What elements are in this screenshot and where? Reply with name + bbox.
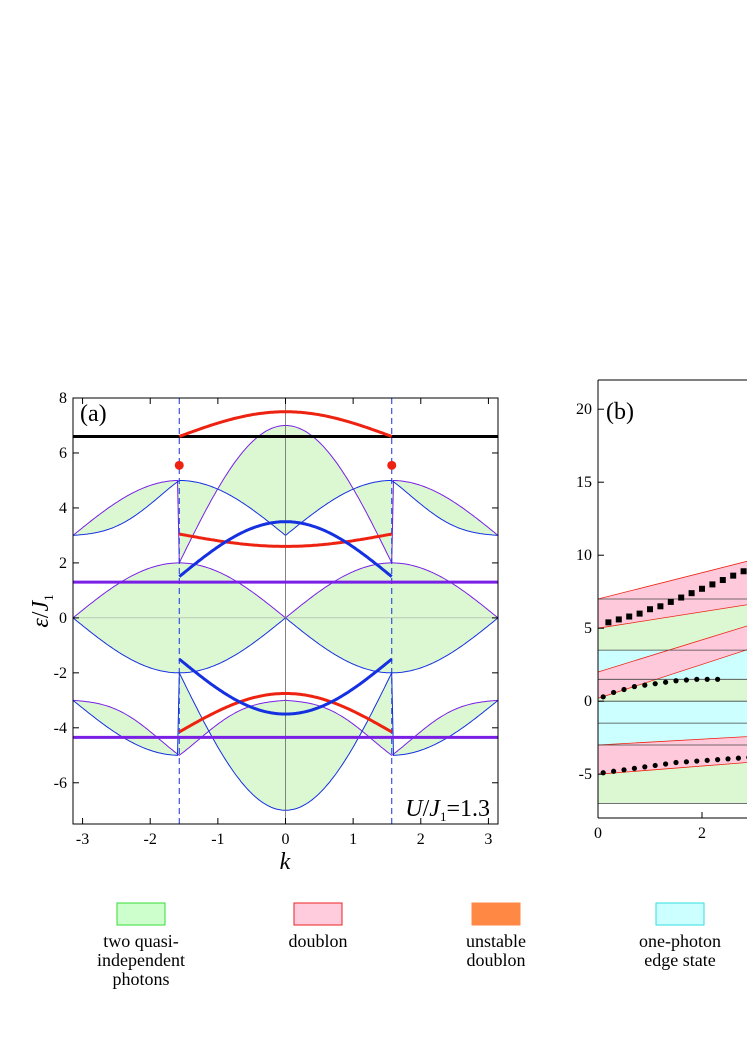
legend-label-3-line-1: edge state bbox=[644, 950, 715, 970]
a-xtick-label: 1 bbox=[349, 831, 357, 848]
panel-b: -5 0 5 10 15 20 0 2 (b) bbox=[576, 379, 747, 842]
b-square-marker bbox=[657, 603, 664, 610]
b-dot-marker bbox=[725, 756, 731, 762]
legend-label-0-line-2: photons bbox=[112, 969, 169, 989]
b-square-marker bbox=[615, 616, 622, 623]
b-ytick-label: 0 bbox=[584, 693, 592, 710]
legend-swatch-1 bbox=[293, 902, 343, 926]
legend-swatch-2 bbox=[471, 902, 521, 926]
a-ytick-label: 8 bbox=[59, 390, 67, 407]
b-dot-marker bbox=[694, 676, 700, 682]
b-square-marker bbox=[667, 598, 674, 605]
a-xtick-label: 3 bbox=[484, 831, 492, 848]
panel-a: -3 -2 -1 0 1 2 3 -6 -4 -2 0 2 4 6 8 (a) k ε/J1 U/J1=1.… bbox=[28, 390, 499, 875]
b-square-marker bbox=[626, 613, 633, 620]
b-square-marker bbox=[605, 619, 612, 626]
b-ytick-label: -5 bbox=[579, 766, 592, 783]
b-dot-marker bbox=[642, 764, 648, 770]
b-dot-marker bbox=[652, 681, 658, 687]
a-xtick-label: 2 bbox=[417, 831, 425, 848]
panel-a-label: (a) bbox=[80, 401, 107, 427]
panel-a-y-axis-label: ε/J1 bbox=[28, 594, 56, 627]
a-xtick-label: -3 bbox=[76, 831, 89, 848]
b-dot-marker bbox=[704, 757, 710, 763]
b-dot-marker bbox=[715, 757, 721, 763]
b-dot-marker bbox=[694, 758, 700, 764]
b-dot-marker bbox=[683, 759, 690, 765]
b-dot-marker bbox=[611, 768, 617, 774]
a-ytick-label: -6 bbox=[54, 775, 67, 792]
b-dot-marker bbox=[631, 765, 638, 771]
legend-label-2-line-0: unstable bbox=[466, 931, 526, 951]
legend-swatch-0 bbox=[116, 902, 166, 926]
legend-label-0-line-1: independent bbox=[97, 950, 185, 970]
b-xtick-label: 2 bbox=[698, 825, 706, 842]
b-square-marker bbox=[699, 585, 705, 592]
a-xtick-label: -2 bbox=[144, 831, 157, 848]
b-doublon-lower bbox=[598, 736, 747, 775]
b-xtick-label: 0 bbox=[594, 825, 602, 842]
b-square-marker bbox=[688, 590, 695, 597]
panel-a-ticks: -3 -2 -1 0 1 2 3 -6 -4 -2 0 2 4 6 8 bbox=[54, 390, 498, 848]
b-band-mid-cyan bbox=[598, 701, 747, 724]
b-ytick-label: 5 bbox=[584, 620, 592, 637]
b-dot-marker bbox=[652, 762, 658, 769]
b-doublon-upper bbox=[598, 560, 747, 629]
b-square-marker bbox=[730, 572, 737, 579]
b-square-marker bbox=[740, 568, 747, 575]
b-dot-marker bbox=[631, 684, 638, 690]
legend-label-3-line-0: one-photon bbox=[639, 931, 721, 951]
b-dot-marker bbox=[663, 679, 669, 685]
a-ytick-label: 0 bbox=[59, 610, 67, 627]
b-dot-marker bbox=[621, 686, 627, 693]
b-dot-marker bbox=[735, 755, 742, 761]
edge-upper bbox=[178, 520, 393, 578]
doublon-top bbox=[178, 410, 393, 438]
b-square-marker bbox=[647, 606, 653, 613]
red-point-right bbox=[387, 460, 397, 470]
red-point-left bbox=[174, 460, 184, 470]
a-ytick-label: 4 bbox=[59, 500, 67, 517]
panel-a-annotation: U/J1=1.3 bbox=[405, 796, 490, 824]
b-dot-marker bbox=[673, 759, 679, 766]
b-dot-marker bbox=[600, 694, 606, 700]
b-dot-marker bbox=[663, 761, 669, 767]
doublon-mid bbox=[178, 532, 393, 548]
b-dot-marker bbox=[642, 682, 648, 688]
panel-b-label: (b) bbox=[606, 399, 634, 425]
panel-a-curves bbox=[73, 398, 498, 824]
b-dot-marker bbox=[673, 678, 679, 684]
legend-label-0-line-0: two quasi- bbox=[103, 931, 179, 951]
b-ytick-label: 20 bbox=[576, 401, 592, 418]
a-ytick-label: -4 bbox=[54, 720, 67, 737]
b-square-marker bbox=[709, 581, 716, 588]
panel-b-band-fills bbox=[598, 560, 747, 804]
edge-lower bbox=[178, 657, 393, 716]
b-dot-marker bbox=[704, 676, 710, 682]
b-doublon-middle bbox=[598, 625, 747, 699]
legend-label-1-line-0: doublon bbox=[288, 931, 347, 951]
panel-a-x-axis-label: k bbox=[280, 849, 291, 875]
doublon-low bbox=[178, 692, 393, 734]
a-ytick-label: 6 bbox=[59, 445, 67, 462]
panel-b-ticks: -5 0 5 10 15 20 0 2 bbox=[576, 401, 706, 842]
b-dot-marker bbox=[611, 689, 617, 696]
b-square-marker bbox=[636, 610, 643, 617]
panel-b-marks bbox=[598, 568, 747, 804]
a-xtick-label: 0 bbox=[282, 831, 290, 848]
a-xtick-label: -1 bbox=[211, 831, 224, 848]
b-square-marker bbox=[678, 594, 685, 601]
b-dot-marker bbox=[621, 767, 627, 773]
a-ytick-label: 2 bbox=[59, 555, 67, 572]
b-ytick-label: 15 bbox=[576, 474, 592, 491]
legend-swatch-3 bbox=[655, 902, 705, 926]
b-dot-marker bbox=[715, 676, 721, 682]
legend-label-2-line-1: doublon bbox=[466, 950, 525, 970]
b-dot-marker bbox=[683, 677, 690, 683]
b-square-marker bbox=[719, 577, 726, 584]
a-ytick-label: -2 bbox=[54, 665, 67, 682]
b-ytick-label: 10 bbox=[576, 547, 592, 564]
